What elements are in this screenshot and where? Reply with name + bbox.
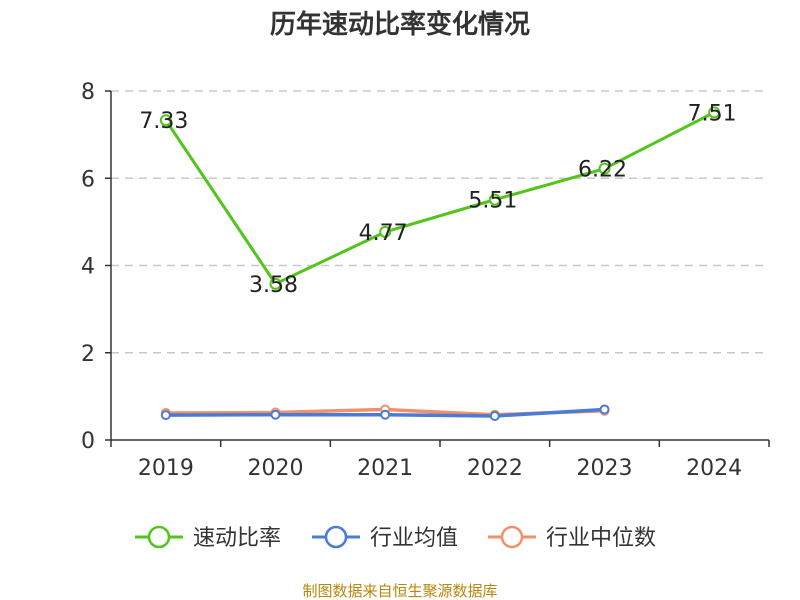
data-label: 7.33: [139, 109, 188, 134]
legend-item[interactable]: 速动比率: [135, 525, 281, 551]
data-point[interactable]: [380, 409, 391, 420]
y-tick-label: 6: [81, 167, 95, 192]
chart-title: 历年速动比率变化情况: [270, 9, 530, 40]
data-point[interactable]: [708, 106, 721, 119]
data-point[interactable]: [488, 193, 501, 206]
legend-item[interactable]: 行业均值: [312, 525, 458, 551]
legend-label: 行业中位数: [546, 526, 656, 551]
series: [159, 106, 721, 422]
source-note: 制图数据来自恒生聚源数据库: [302, 582, 497, 600]
data-point[interactable]: [270, 409, 281, 420]
legend-marker: [324, 525, 348, 549]
data-point[interactable]: [489, 411, 500, 422]
legend-marker: [500, 525, 524, 549]
legend-item[interactable]: 行业中位数: [488, 525, 656, 551]
x-tick-label: 2022: [467, 456, 523, 481]
data-point[interactable]: [160, 410, 171, 421]
y-tick-label: 8: [81, 80, 95, 105]
data-label: 3.58: [249, 273, 298, 298]
series-line-0: [164, 111, 715, 286]
data-point[interactable]: [379, 225, 392, 238]
x-tick-label: 2019: [138, 456, 194, 481]
x-tick-label: 2020: [248, 456, 304, 481]
data-point[interactable]: [599, 404, 610, 415]
legend[interactable]: 速动比率 行业均值 行业中位数: [135, 525, 656, 551]
legend-marker: [147, 525, 171, 549]
legend-label: 行业均值: [370, 526, 458, 551]
data-label: 4.77: [359, 221, 408, 246]
x-tick-label: 2021: [357, 456, 413, 481]
legend-label: 速动比率: [193, 526, 281, 551]
data-point[interactable]: [159, 114, 172, 127]
data-label: 7.51: [688, 101, 737, 126]
y-tick-label: 2: [81, 342, 95, 367]
data-label: 5.51: [468, 189, 517, 214]
x-tick-label: 2024: [686, 456, 742, 481]
x-tick-label: 2023: [577, 456, 633, 481]
y-tick-label: 0: [81, 429, 95, 454]
data-point[interactable]: [598, 162, 611, 175]
data-label: 6.22: [578, 158, 627, 183]
data-labels: 7.33 3.58 4.77 5.51 6.22 7.51: [139, 101, 736, 297]
data-point[interactable]: [269, 277, 282, 290]
grid: [111, 90, 769, 354]
y-tick-label: 4: [81, 255, 95, 280]
axes: 0 2 4 6 8 2019 2020 2021 2022 2023 2024: [81, 80, 770, 481]
